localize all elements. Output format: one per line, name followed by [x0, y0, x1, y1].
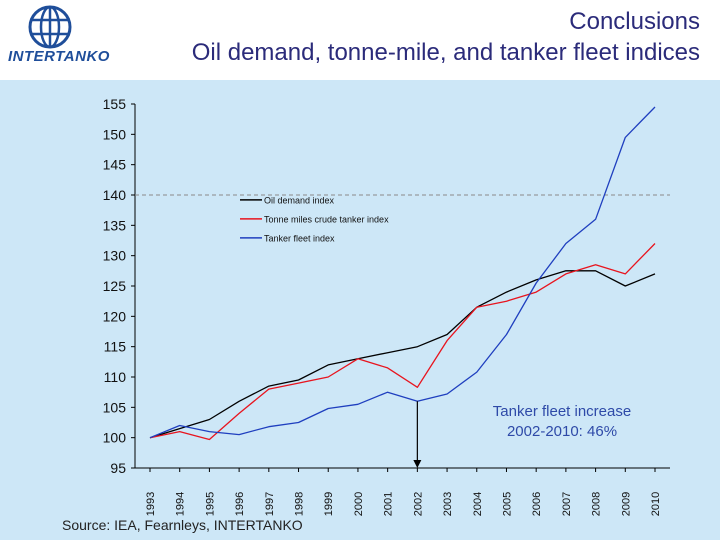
y-tick-label: 95 [110, 460, 126, 476]
title-line-2: Oil demand, tonne-mile, and tanker fleet… [191, 39, 700, 66]
title-line-1: Conclusions [569, 8, 700, 35]
y-tick-label: 100 [103, 430, 127, 446]
y-tick-label: 115 [104, 339, 127, 355]
y-tick-label: 155 [103, 96, 127, 112]
page-title: Conclusions Oil demand, tonne-mile, and … [120, 6, 700, 68]
legend-label: Oil demand index [264, 195, 335, 205]
source-note: Source: IEA, Fearnleys, INTERTANKO [62, 517, 303, 533]
y-tick-label: 105 [103, 399, 127, 415]
x-tick-label: 1993 [145, 492, 157, 516]
x-tick-label: 1994 [175, 492, 187, 516]
x-tick-label: 2003 [442, 492, 454, 516]
x-tick-label: 2008 [591, 492, 603, 516]
x-tick-label: 1999 [323, 492, 335, 516]
x-tick-label: 2009 [620, 492, 632, 516]
x-tick-label: 2002 [412, 492, 424, 516]
x-tick-label: 1998 [294, 492, 306, 516]
x-tick-label: 2006 [531, 492, 543, 516]
x-tick-label: 2004 [472, 492, 484, 516]
y-tick-label: 150 [103, 126, 127, 142]
series-line-2 [149, 243, 656, 441]
x-tick-label: 2005 [501, 492, 513, 516]
x-tick-label: 1997 [264, 492, 276, 516]
legend-label: Tanker fleet index [264, 233, 335, 243]
logo-text: INTERTANKO [8, 48, 110, 65]
y-tick-label: 135 [103, 217, 127, 233]
x-tick-label: 1995 [204, 492, 216, 516]
x-tick-label: 2000 [353, 492, 365, 516]
marker-arrow-head [413, 460, 422, 468]
annotation-line-2: 2002-2010: 46% [507, 423, 617, 440]
x-tick-label: 2010 [650, 492, 662, 516]
y-tick-label: 125 [103, 278, 127, 294]
globe-icon [28, 5, 72, 49]
legend-label: Tonne miles crude tanker index [264, 214, 389, 224]
y-tick-label: 130 [103, 248, 127, 264]
header: INTERTANKO Conclusions Oil demand, tonne… [0, 0, 720, 80]
x-tick-label: 2007 [561, 492, 573, 516]
y-tick-label: 145 [103, 157, 127, 173]
y-tick-label: 140 [103, 187, 127, 203]
y-tick-label: 120 [103, 308, 127, 324]
series-line-3 [149, 106, 656, 439]
series-line-1 [149, 270, 656, 439]
intertanko-logo: INTERTANKO [0, 0, 120, 80]
x-tick-label: 1996 [234, 492, 246, 516]
x-tick-label: 2001 [383, 492, 395, 516]
y-tick-label: 110 [104, 369, 127, 385]
annotation-line-1: Tanker fleet increase [493, 403, 631, 420]
